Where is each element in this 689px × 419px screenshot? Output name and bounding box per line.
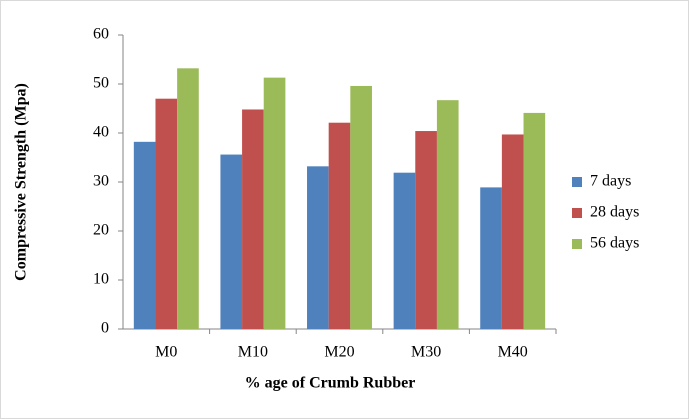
- bar: [523, 112, 546, 329]
- bar: [436, 100, 459, 329]
- legend-swatch: [572, 177, 582, 187]
- bar: [415, 131, 437, 329]
- bar: [501, 134, 524, 329]
- y-tick-label: 50: [93, 75, 109, 92]
- x-tick-label: M40: [498, 344, 528, 361]
- legend-swatch: [572, 208, 582, 218]
- y-tick-label: 10: [93, 271, 109, 288]
- legend-label: 7 days: [590, 173, 631, 190]
- x-axis-title: % age of Crumb Rubber: [245, 375, 416, 392]
- x-tick-label: M20: [324, 344, 354, 361]
- bar: [155, 98, 178, 329]
- bar: [393, 172, 416, 329]
- bar: [220, 154, 243, 329]
- bar: [328, 122, 351, 330]
- bar: [480, 187, 502, 329]
- bar: [263, 77, 286, 329]
- y-tick-label: 40: [93, 124, 109, 141]
- legend-swatch: [572, 239, 582, 249]
- x-tick-label: M30: [411, 344, 441, 361]
- bar: [350, 85, 372, 330]
- x-tick-label: M0: [155, 344, 177, 361]
- bar: [307, 166, 329, 329]
- y-tick-label: 60: [93, 26, 109, 43]
- y-tick-label: 30: [93, 173, 109, 190]
- legend-label: 56 days: [590, 235, 639, 252]
- y-tick-label: 0: [101, 320, 109, 337]
- bar: [177, 68, 199, 329]
- bar: [242, 109, 264, 329]
- x-tick-label: M10: [238, 344, 268, 361]
- y-axis-title: Compressive Strength (Mpa): [13, 83, 30, 281]
- y-tick-label: 20: [93, 222, 109, 239]
- legend-label: 28 days: [590, 204, 639, 221]
- bar: [133, 141, 156, 329]
